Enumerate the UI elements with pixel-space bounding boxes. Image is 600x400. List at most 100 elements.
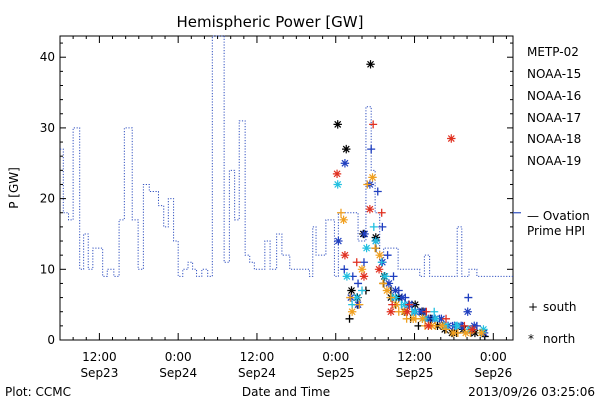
- noaa-18-north-point: [437, 321, 447, 331]
- asterisk-stroke: [452, 321, 462, 331]
- asterisk-stroke: [391, 286, 400, 295]
- legend-metp-02: METP-02: [527, 45, 579, 59]
- asterisk-stroke: [333, 120, 342, 129]
- metp-02-north-point: [458, 325, 468, 334]
- legend-asterisk-symbol: *: [528, 332, 534, 346]
- asterisk-stroke: [332, 169, 342, 179]
- asterisk-stroke: [468, 325, 477, 334]
- noaa-16-south-point: [430, 307, 439, 316]
- noaa-18-north-point: [418, 314, 427, 323]
- noaa-15-north-point: [360, 229, 369, 239]
- plus-stroke: [430, 307, 439, 316]
- noaa-15-south-point: [378, 222, 387, 231]
- noaa-15-south-point: [383, 251, 392, 260]
- asterisk-stroke: [397, 293, 407, 302]
- y-tick-label: 10: [40, 262, 55, 276]
- asterisk-stroke: [368, 173, 377, 182]
- x-tick-date-label: Sep24: [238, 366, 276, 380]
- noaa-15-north-point: [384, 279, 394, 288]
- noaa-16-north-point: [342, 272, 352, 281]
- asterisk-stroke: [347, 307, 357, 316]
- plus-stroke: [359, 258, 368, 267]
- x-tick-time-label: 12:00: [397, 350, 432, 364]
- chart-title: Hemispheric Power [GW]: [177, 13, 364, 31]
- plus-stroke: [373, 187, 382, 196]
- noaa-19-north-point: [424, 321, 433, 331]
- noaa-18-north-point: [477, 328, 486, 338]
- noaa-19-south-point: [388, 300, 397, 309]
- noaa-15-south-point: [464, 293, 473, 302]
- legend-noaa-19: NOAA-19: [527, 154, 581, 168]
- asterisk-stroke: [437, 321, 447, 331]
- plot-frame: [59, 35, 514, 341]
- noaa-15-north-point: [340, 159, 350, 168]
- asterisk-stroke: [382, 286, 392, 295]
- plus-stroke: [378, 222, 387, 231]
- plus-stroke: [369, 120, 378, 129]
- metp-02-north-point: [470, 328, 480, 338]
- noaa-15-north-point: [463, 307, 472, 316]
- asterisk-stroke: [410, 307, 419, 316]
- x-tick-time-label: 0:00: [322, 350, 349, 364]
- plus-stroke: [460, 321, 469, 330]
- noaa-16-north-point: [452, 321, 462, 331]
- asterisk-stroke: [400, 300, 409, 309]
- noaa-16-north-point: [371, 236, 380, 246]
- asterisk-stroke: [334, 236, 343, 246]
- noaa-15-south-point: [367, 145, 376, 154]
- noaa-15-south-point: [359, 258, 368, 267]
- axis-ticks: 0 10 20 30 40 12:00 Sep23 0:00 Sep24 12:00 Sep24 0:…: [40, 36, 513, 380]
- plus-stroke: [336, 208, 345, 217]
- asterisk-stroke: [352, 293, 361, 302]
- noaa-19-north-point: [332, 169, 342, 179]
- plus-stroke: [377, 258, 386, 267]
- asterisk-stroke: [477, 328, 486, 338]
- noaa-16-south-point: [377, 258, 386, 267]
- x-tick-date-label: Sep25: [396, 366, 434, 380]
- noaa-18-south-point: [363, 180, 372, 189]
- legend-noaa-18: NOAA-18: [527, 132, 581, 146]
- footer-plot-credit: Plot: CCMC: [5, 385, 71, 399]
- y-axis-label: P [GW]: [7, 167, 21, 209]
- noaa-19-south-point: [369, 120, 378, 129]
- asterisk-stroke: [424, 321, 433, 331]
- asterisk-stroke: [339, 215, 348, 225]
- asterisk-stroke: [470, 321, 479, 331]
- x-tick-time-label: 12:00: [240, 350, 275, 364]
- plus-stroke: [358, 286, 366, 295]
- asterisk-stroke: [365, 205, 375, 214]
- plus-stroke: [367, 145, 376, 154]
- ovation-series: [60, 35, 521, 277]
- plus-stroke: [354, 279, 363, 288]
- noaa-16-north-point: [410, 307, 419, 316]
- asterisk-stroke: [375, 250, 384, 260]
- asterisk-stroke: [360, 229, 369, 239]
- noaa-16-north-point: [400, 300, 409, 309]
- y-tick-label: 40: [40, 50, 55, 64]
- noaa-18-south-point: [442, 325, 451, 334]
- noaa-18-south-point: [336, 208, 345, 217]
- y-tick-label: 30: [40, 121, 55, 135]
- asterisk-stroke: [447, 134, 456, 143]
- asterisk-stroke: [461, 328, 470, 338]
- noaa-15-south-point: [389, 272, 398, 281]
- asterisk-stroke: [347, 286, 356, 295]
- asterisk-stroke: [374, 265, 384, 274]
- ovation-step-line: [60, 35, 513, 277]
- plus-stroke: [383, 251, 392, 260]
- noaa-18-north-point: [368, 173, 377, 182]
- noaa-15-north-point: [437, 314, 446, 323]
- plus-stroke: [340, 265, 349, 274]
- asterisk-stroke: [431, 314, 440, 323]
- x-tick-date-label: Sep24: [159, 366, 197, 380]
- asterisk-stroke: [437, 314, 446, 323]
- noaa-15-north-point: [417, 307, 426, 316]
- noaa-18-north-point: [375, 250, 384, 260]
- noaa-15-north-point: [334, 236, 343, 246]
- noaa-18-south-point: [371, 244, 380, 253]
- asterisk-stroke: [340, 250, 350, 260]
- legend-north-label: north: [543, 332, 575, 346]
- asterisk-stroke: [458, 325, 468, 334]
- x-tick-date-label: Sep25: [317, 366, 355, 380]
- noaa-19-south-point: [352, 258, 361, 267]
